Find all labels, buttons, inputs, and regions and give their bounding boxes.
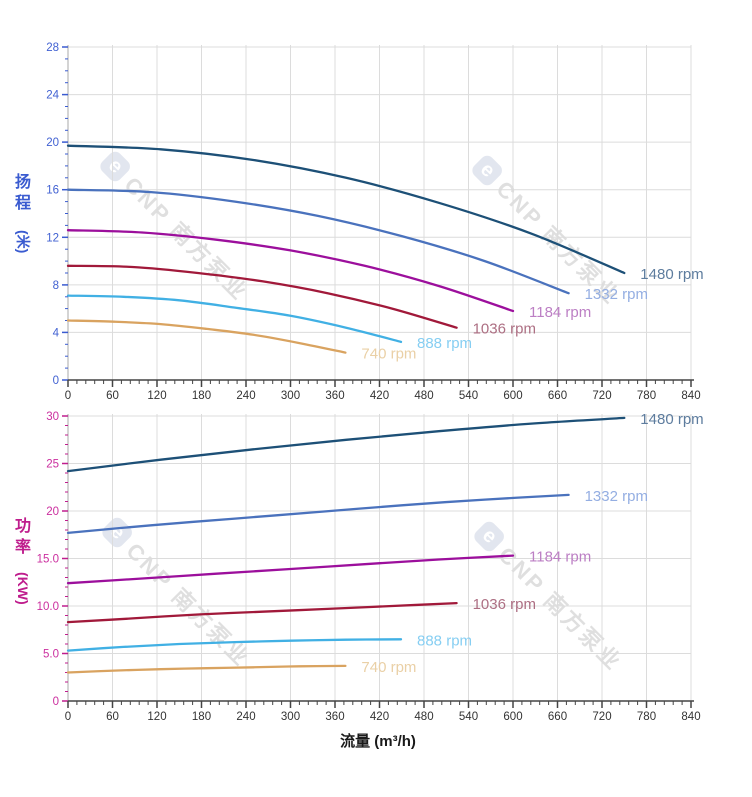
power-curve-label-1036rpm: 1036 rpm <box>473 596 536 613</box>
power-x-tick-label: 540 <box>459 711 478 723</box>
head-x-tick-label: 600 <box>503 390 522 402</box>
power-x-tick-label: 300 <box>281 711 300 723</box>
head-axis-title-text: 扬程 <box>14 174 31 212</box>
head-curve-1184rpm <box>66 229 515 313</box>
head-x-tick-label: 240 <box>236 390 255 402</box>
power-y-tick-label: 30 <box>46 411 59 423</box>
power-y-tick-label: 15.0 <box>37 554 59 566</box>
head-axis-unit: (米) <box>15 230 31 254</box>
power-y-tick-label: 20 <box>46 506 59 518</box>
power-x-tick-label: 600 <box>503 711 522 723</box>
head-curve-label-1036rpm: 1036 rpm <box>473 321 536 338</box>
head-curve-888rpm <box>66 294 403 344</box>
power-curve-label-1332rpm: 1332 rpm <box>585 488 648 505</box>
head-x-tick-label: 660 <box>548 390 567 402</box>
head-curve-1036rpm <box>66 264 458 329</box>
head-x-tick-label: 180 <box>192 390 211 402</box>
head-x-tick-label: 300 <box>281 390 300 402</box>
head-curve-label-888rpm: 888 rpm <box>417 335 472 352</box>
head-y-tick-label: 8 <box>53 280 59 292</box>
head-x-tick-label: 540 <box>459 390 478 402</box>
power-curve-888rpm <box>66 638 403 652</box>
power-x-tick-label: 720 <box>592 711 611 723</box>
power-x-tick-label: 360 <box>325 711 344 723</box>
head-y-tick-label: 12 <box>46 232 59 244</box>
power-axis-title-text: 功率 <box>14 518 31 556</box>
head-y-tick-label: 4 <box>53 327 60 339</box>
head-x-tick-label: 0 <box>65 390 71 402</box>
head-curve-label-1184rpm: 1184 rpm <box>529 304 591 321</box>
head-y-tick-label: 16 <box>46 185 59 197</box>
head-x-tick-label: 360 <box>325 390 344 402</box>
power-x-tick-label: 660 <box>548 711 567 723</box>
power-x-tick-label: 120 <box>147 711 166 723</box>
head-y-tick-label: 28 <box>46 42 59 54</box>
head-x-tick-label: 420 <box>370 390 389 402</box>
power-curve-1480rpm <box>66 416 626 473</box>
power-curve-1184rpm <box>66 554 515 585</box>
head-x-tick-label: 120 <box>147 390 166 402</box>
power-x-tick-label: 840 <box>681 711 700 723</box>
flow-axis-title: 流量 (m³/h) <box>340 733 416 750</box>
power-y-tick-label: 10.0 <box>37 601 59 613</box>
power-axis-title: 功率 (KW) <box>13 516 33 605</box>
head-x-tick-label: 60 <box>106 390 119 402</box>
power-y-tick-label: 25 <box>46 459 59 471</box>
power-x-tick-label: 0 <box>65 711 71 723</box>
power-curve-1332rpm <box>66 493 570 535</box>
power-x-tick-label: 180 <box>192 711 211 723</box>
power-x-tick-label: 480 <box>414 711 433 723</box>
head-x-tick-label: 480 <box>414 390 433 402</box>
power-axis-unit: (KW) <box>15 572 31 605</box>
head-curve-label-1480rpm: 1480 rpm <box>640 266 703 283</box>
power-curve-label-1480rpm: 1480 rpm <box>640 411 703 428</box>
head-y-tick-label: 24 <box>46 90 59 102</box>
head-curve-label-740rpm: 740 rpm <box>361 346 416 363</box>
power-curve-1036rpm <box>66 601 458 624</box>
power-y-tick-label: 5.0 <box>43 649 59 661</box>
power-y-tick-label: 0 <box>53 696 59 708</box>
head-y-tick-label: 20 <box>46 137 59 149</box>
power-x-tick-label: 420 <box>370 711 389 723</box>
head-curve-label-1332rpm: 1332 rpm <box>585 286 648 303</box>
power-x-tick-label: 240 <box>236 711 255 723</box>
power-x-tick-label: 780 <box>637 711 656 723</box>
head-x-tick-label: 840 <box>681 390 700 402</box>
power-curve-label-888rpm: 888 rpm <box>417 632 472 649</box>
power-curve-label-740rpm: 740 rpm <box>361 659 416 676</box>
head-curve-740rpm <box>66 319 347 354</box>
power-x-tick-label: 60 <box>106 711 119 723</box>
power-curve-740rpm <box>66 664 347 674</box>
head-axis-title: 扬程 (米) <box>13 172 33 254</box>
head-x-tick-label: 780 <box>637 390 656 402</box>
head-y-tick-label: 0 <box>53 375 59 387</box>
power-curve-label-1184rpm: 1184 rpm <box>529 549 591 566</box>
head-curve-1332rpm <box>66 188 570 295</box>
head-curve-1480rpm <box>66 144 626 275</box>
head-x-tick-label: 720 <box>592 390 611 402</box>
